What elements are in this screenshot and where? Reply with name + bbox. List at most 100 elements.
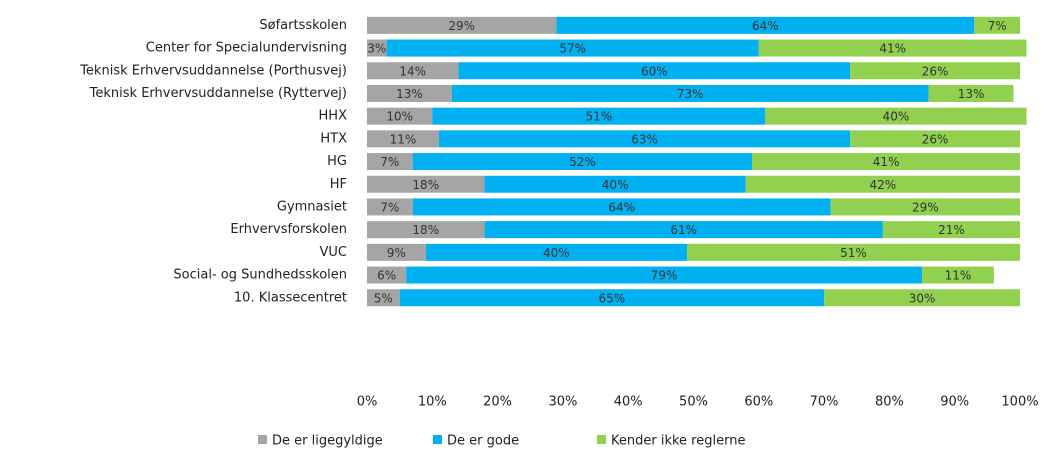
bar-segment [824, 289, 1020, 307]
bar-segment [484, 175, 746, 193]
bar-segment [386, 39, 759, 57]
y-tick-label: Erhvervsforskolen [230, 222, 347, 237]
bar-segment [367, 221, 485, 239]
x-tick-label: 70% [810, 395, 839, 410]
y-tick-label: Center for Specialundervisning [146, 41, 347, 56]
bar-segment [556, 16, 975, 34]
bar-segment [367, 130, 439, 148]
data-label: 41% [879, 42, 906, 56]
data-label: 21% [938, 223, 965, 237]
bar-segment [367, 266, 407, 284]
bar-segment [367, 84, 452, 102]
bar-segment [412, 153, 753, 171]
bar-segment [367, 62, 459, 80]
bar-segment [758, 39, 1027, 57]
bar-segment [882, 221, 1020, 239]
data-label: 13% [396, 87, 423, 101]
y-tick-label: HHX [319, 109, 348, 124]
bar-segment [928, 84, 1014, 102]
bar-segment [367, 243, 426, 261]
data-label: 61% [670, 223, 697, 237]
y-tick-label: Teknisk Erhvervsuddannelse (Ryttervej) [89, 86, 347, 101]
bar-segment [922, 266, 994, 284]
y-tick-label: Gymnasiet [277, 199, 347, 214]
x-tick-label: 80% [875, 395, 904, 410]
data-label: 40% [543, 246, 570, 260]
y-tick-label: HG [327, 154, 347, 169]
data-label: 79% [651, 269, 678, 283]
bar-segment [850, 130, 1020, 148]
x-tick-label: 90% [940, 395, 969, 410]
x-tick-label: 10% [418, 395, 447, 410]
data-label: 30% [909, 291, 936, 305]
x-tick-label: 20% [483, 395, 512, 410]
bar-segment [432, 107, 766, 125]
data-label: 10% [386, 110, 413, 124]
bar-segment [412, 198, 831, 216]
bar-segment [686, 243, 1020, 261]
data-label: 64% [752, 19, 779, 33]
bar-segment [745, 175, 1020, 193]
bar-segment [367, 175, 485, 193]
data-label: 13% [958, 87, 985, 101]
data-label: 42% [870, 178, 897, 192]
bar-segment [399, 289, 825, 307]
data-label: 11% [945, 269, 972, 283]
bar-segment [367, 289, 400, 307]
x-tick-label: 100% [1001, 395, 1038, 410]
bar-segment [451, 84, 929, 102]
bar-segment [850, 62, 1020, 80]
bar-segment [406, 266, 923, 284]
data-label: 64% [608, 200, 635, 214]
data-label: 63% [631, 132, 658, 146]
data-label: 9% [387, 246, 406, 260]
legend-swatch [433, 435, 442, 444]
data-label: 26% [922, 64, 949, 78]
x-tick-label: 40% [614, 395, 643, 410]
bar-segment [425, 243, 687, 261]
bar-segment [974, 16, 1020, 34]
y-tick-label: 10. Klassecentret [234, 290, 347, 305]
bar-segment [752, 153, 1020, 171]
bar-segment [830, 198, 1020, 216]
data-label: 40% [602, 178, 629, 192]
data-label: 29% [912, 200, 939, 214]
x-tick-label: 30% [548, 395, 577, 410]
data-label: 57% [559, 42, 586, 56]
bar-segment [367, 16, 557, 34]
x-tick-label: 60% [744, 395, 773, 410]
data-label: 11% [390, 132, 417, 146]
data-label: 51% [585, 110, 612, 124]
legend-label: De er gode [447, 434, 519, 449]
data-label: 18% [412, 178, 439, 192]
y-tick-label: HTX [320, 131, 347, 146]
bar-segment [438, 130, 851, 148]
data-label: 14% [399, 64, 426, 78]
y-tick-label: Social- og Sundhedsskolen [173, 268, 347, 283]
data-label: 29% [448, 19, 475, 33]
data-label: 60% [641, 64, 668, 78]
legend-swatch [597, 435, 606, 444]
bar-segment [367, 39, 387, 57]
data-label: 51% [840, 246, 867, 260]
y-tick-label: Søfartsskolen [259, 18, 347, 33]
bar-segment [484, 221, 883, 239]
data-label: 52% [569, 155, 596, 169]
bar-segment [367, 198, 413, 216]
legend-swatch [258, 435, 267, 444]
bar-segment [765, 107, 1027, 125]
bar-segment [458, 62, 851, 80]
data-label: 41% [873, 155, 900, 169]
data-label: 40% [883, 110, 910, 124]
y-tick-label: Teknisk Erhvervsuddannelse (Porthusvej) [79, 63, 347, 78]
x-tick-label: 0% [357, 395, 378, 410]
data-label: 5% [374, 291, 393, 305]
y-tick-label: HF [330, 177, 347, 192]
legend-label: De er ligegyldige [272, 434, 383, 449]
data-label: 7% [988, 19, 1007, 33]
x-tick-label: 50% [679, 395, 708, 410]
bar-segment [367, 107, 433, 125]
bar-segment [367, 153, 413, 171]
data-label: 65% [599, 291, 626, 305]
